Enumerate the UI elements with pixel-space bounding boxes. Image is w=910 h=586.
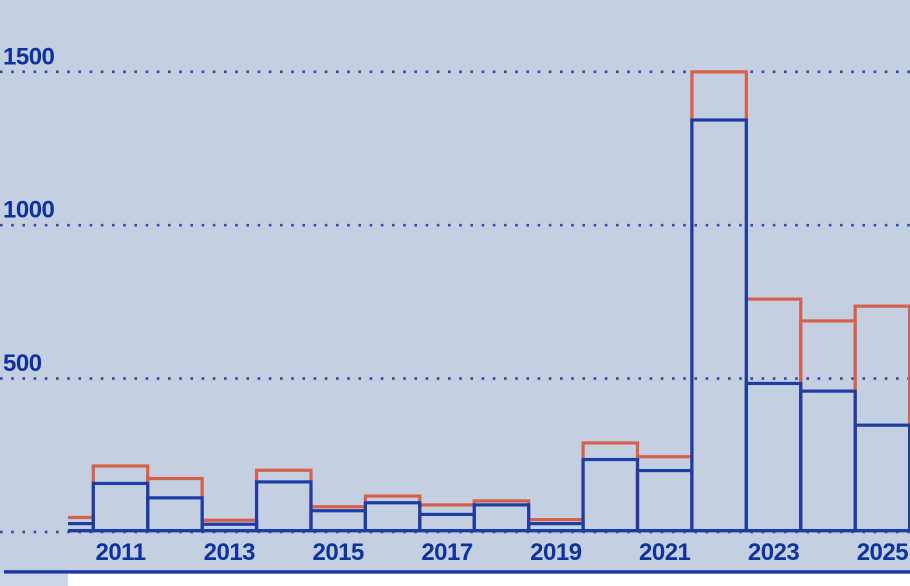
x-axis-label-2021: 2021	[639, 539, 691, 566]
y-axis-label-1000: 1000	[3, 197, 55, 224]
x-axis-label-2013: 2013	[204, 539, 256, 566]
x-axis-label-2019: 2019	[530, 539, 582, 566]
y-axis-label-500: 500	[3, 350, 42, 377]
x-axis-label-2017: 2017	[421, 539, 473, 566]
bottom-left-patch	[0, 573, 68, 586]
y-axis-label-1500: 1500	[3, 43, 55, 70]
x-axis-label-2025: 2025	[857, 539, 909, 566]
bottom-strip	[0, 573, 910, 586]
bottom-rule	[4, 570, 910, 574]
x-axis-label-2011: 2011	[95, 539, 145, 566]
x-axis-label-2023: 2023	[748, 539, 800, 566]
x-axis-label-2015: 2015	[312, 539, 364, 566]
